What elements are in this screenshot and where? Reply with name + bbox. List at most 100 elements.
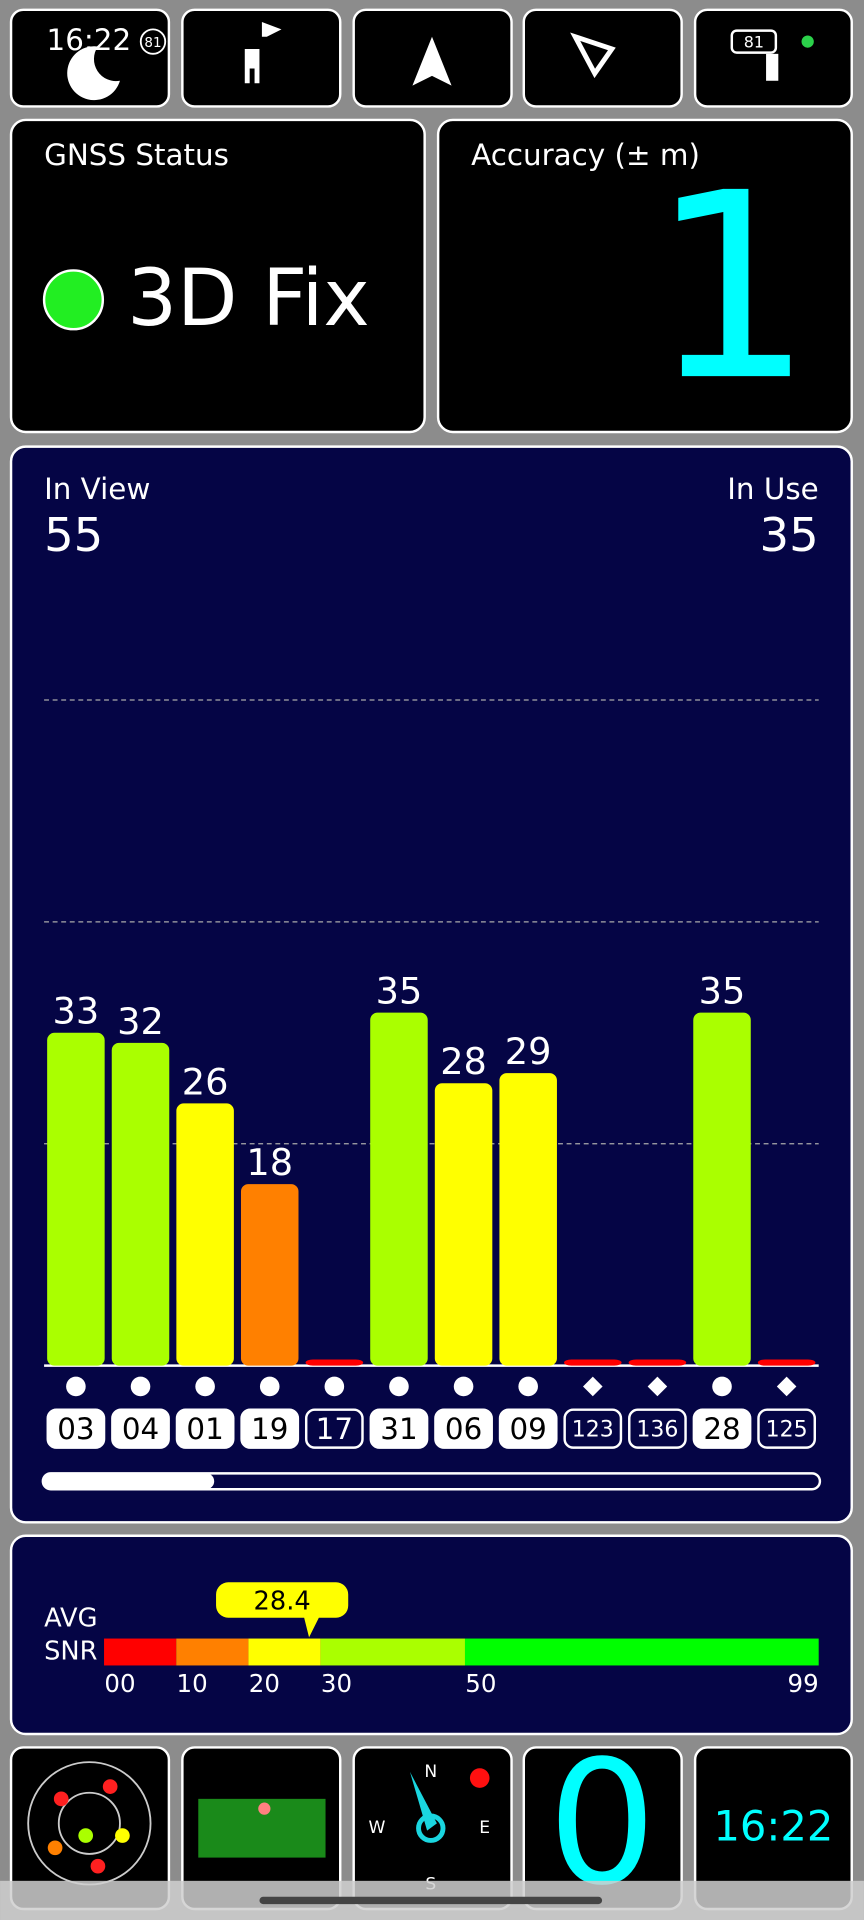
sat-id: 17 bbox=[316, 1412, 353, 1446]
clock: 16:22 bbox=[713, 1801, 833, 1850]
snr-segment bbox=[104, 1638, 177, 1666]
status-time: 16:22 bbox=[47, 23, 132, 57]
snr-pointer bbox=[216, 1582, 349, 1638]
sat-id-box-used bbox=[46, 1408, 106, 1449]
scrollbar-thumb[interactable] bbox=[42, 1473, 215, 1490]
circle-marker bbox=[66, 1376, 86, 1397]
sat-id: 09 bbox=[510, 1412, 547, 1446]
value-label: 18 bbox=[246, 1141, 293, 1184]
sat-id: 136 bbox=[636, 1418, 678, 1443]
snr-segment bbox=[320, 1638, 465, 1666]
sat-id-box-used bbox=[498, 1408, 558, 1449]
accuracy-title: Accuracy (± m) bbox=[471, 138, 700, 172]
status-badge: 81 bbox=[144, 36, 161, 51]
value-label: 29 bbox=[505, 1030, 552, 1073]
value-label: 35 bbox=[699, 970, 746, 1013]
compass-n: N bbox=[424, 1762, 437, 1782]
bar bbox=[240, 1184, 299, 1366]
battery-icon bbox=[730, 29, 778, 54]
tile[interactable] bbox=[181, 8, 342, 108]
sat-id-box-used bbox=[369, 1408, 429, 1449]
share-icon bbox=[570, 32, 616, 79]
value-label: 26 bbox=[182, 1060, 229, 1103]
compass-w: W bbox=[368, 1818, 385, 1838]
in-view-label: In View bbox=[44, 472, 150, 506]
snr-tick-label: 20 bbox=[249, 1669, 280, 1698]
bar bbox=[176, 1103, 234, 1366]
badge-ring bbox=[139, 28, 167, 55]
snr-tick-label: 00 bbox=[104, 1669, 135, 1698]
snr-label-1: AVG bbox=[44, 1603, 97, 1633]
gnss-status-panel[interactable] bbox=[9, 118, 426, 434]
in-use-value: 35 bbox=[760, 508, 819, 562]
snr-tick-label: 99 bbox=[788, 1669, 819, 1698]
circle-marker bbox=[389, 1376, 409, 1397]
snr-tick-label: 30 bbox=[321, 1669, 352, 1698]
circle-marker bbox=[453, 1376, 474, 1397]
value-label: 32 bbox=[117, 1000, 164, 1043]
indicator-dot bbox=[801, 35, 814, 48]
circle-marker bbox=[259, 1376, 280, 1397]
bar bbox=[370, 1012, 428, 1366]
bar bbox=[628, 1359, 687, 1366]
fix-status: 3D Fix bbox=[127, 253, 369, 344]
moon-icon bbox=[67, 46, 120, 101]
compass-dot bbox=[469, 1768, 490, 1788]
bar bbox=[693, 1012, 751, 1366]
sat-id-box-used bbox=[434, 1408, 493, 1449]
in-use-label: In Use bbox=[727, 472, 818, 506]
value-label: 33 bbox=[53, 990, 100, 1033]
sat-id: 19 bbox=[251, 1412, 288, 1446]
bar bbox=[757, 1359, 816, 1366]
battery-level: 81 bbox=[744, 32, 764, 51]
icon bbox=[766, 53, 779, 81]
value-label: 35 bbox=[376, 970, 423, 1013]
bar bbox=[434, 1083, 493, 1366]
accuracy-panel[interactable] bbox=[436, 118, 853, 434]
bar bbox=[499, 1073, 557, 1366]
compass-e: E bbox=[479, 1818, 490, 1838]
circle-marker bbox=[518, 1376, 538, 1397]
sat-id-box-used bbox=[175, 1408, 235, 1449]
bar bbox=[305, 1359, 364, 1366]
sat-id-box bbox=[563, 1408, 623, 1449]
bar bbox=[564, 1359, 622, 1366]
sat-id-box bbox=[628, 1408, 687, 1449]
sat-id-box-used bbox=[240, 1408, 300, 1449]
snr-value: 28.4 bbox=[254, 1586, 311, 1616]
sat-id: 04 bbox=[122, 1412, 159, 1446]
circle-marker bbox=[195, 1376, 215, 1397]
fix-indicator bbox=[42, 269, 105, 331]
sat-id: 03 bbox=[57, 1412, 94, 1446]
sat-id: 01 bbox=[186, 1412, 223, 1446]
sky-plot-icon bbox=[27, 1761, 152, 1886]
snr-segment bbox=[248, 1638, 321, 1666]
bar bbox=[111, 1042, 170, 1366]
sat-id: 06 bbox=[445, 1412, 482, 1446]
circle-marker bbox=[712, 1376, 732, 1397]
world-map-icon bbox=[198, 1798, 326, 1858]
snr-panel[interactable] bbox=[9, 1534, 853, 1736]
compass-hub bbox=[416, 1813, 446, 1843]
snr-tick-label: 10 bbox=[177, 1669, 208, 1698]
sat-id-box-used bbox=[111, 1408, 170, 1449]
gnss-status-title: GNSS Status bbox=[44, 138, 229, 172]
home-indicator[interactable] bbox=[259, 1896, 603, 1905]
snr-label-2: SNR bbox=[44, 1637, 98, 1667]
bar bbox=[47, 1032, 105, 1366]
person-flag-icon bbox=[244, 22, 282, 84]
accuracy-value: 1 bbox=[650, 137, 814, 437]
sat-id: 125 bbox=[766, 1418, 808, 1443]
sat-id: 123 bbox=[572, 1418, 614, 1443]
circle-marker bbox=[130, 1376, 151, 1397]
circle-marker bbox=[324, 1376, 345, 1397]
snr-segment bbox=[464, 1638, 819, 1666]
sat-id-box bbox=[304, 1408, 364, 1449]
sat-id-box bbox=[757, 1408, 816, 1449]
snr-tick-label: 50 bbox=[465, 1669, 496, 1698]
in-view-value: 55 bbox=[44, 508, 103, 562]
navigation-icon bbox=[412, 36, 452, 86]
sat-id: 28 bbox=[703, 1412, 740, 1446]
